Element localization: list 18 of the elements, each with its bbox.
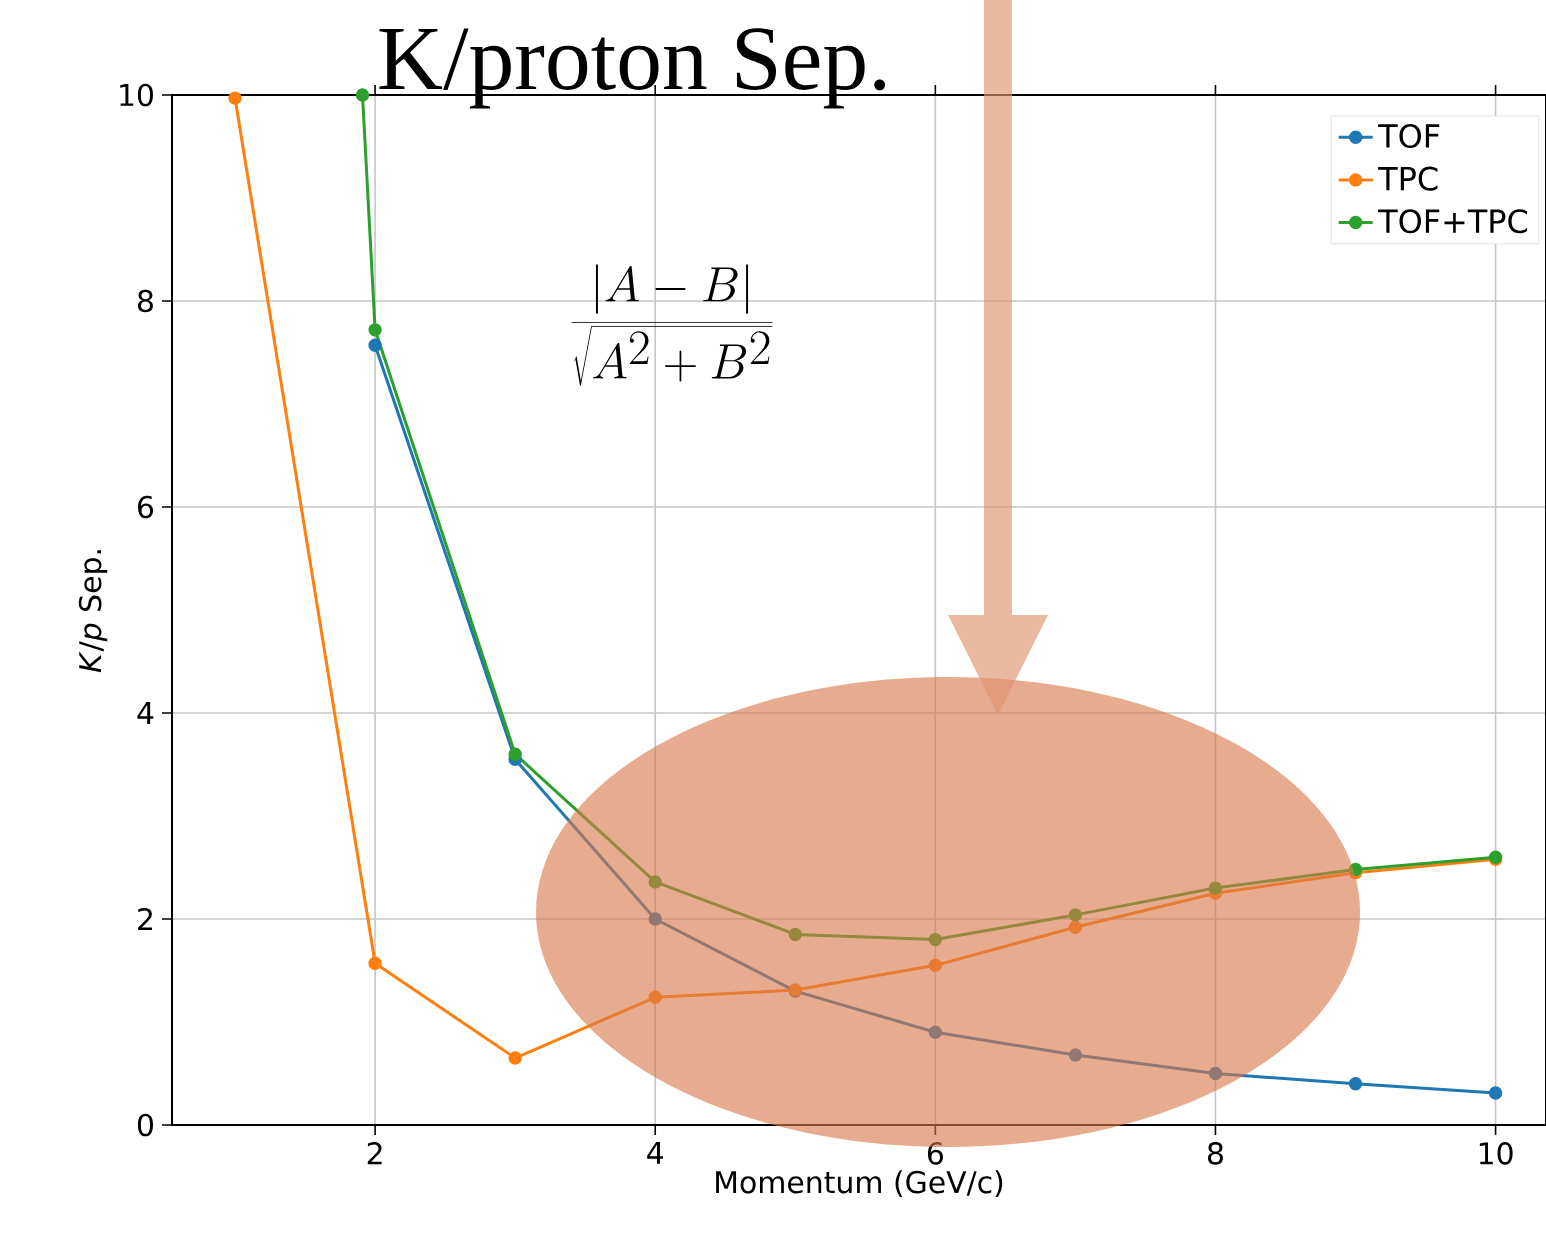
x-tick-label: 8 [1207, 1142, 1223, 1165]
y-tick-label: 8 [137, 289, 153, 313]
annotation: $\frac{|A-B|}{\sqrt{A^2+B^2}}$ [571, 264, 773, 386]
y-tick-label: 2 [138, 907, 152, 931]
legend-label: TOF [1378, 123, 1440, 149]
y-tick-label: 4 [137, 702, 154, 724]
y-tick-label: 6 [138, 495, 154, 519]
y-axis-title: K/p Sep. [78, 550, 108, 673]
y-tick-label: 10 [120, 83, 153, 107]
x-tick-label: 2 [367, 1142, 382, 1165]
legend-label: TOF+TPC [1378, 209, 1528, 234]
legend-label: TPC [1378, 166, 1438, 191]
x-tick-label: 4 [647, 1142, 664, 1164]
x-tick-label: 6 [927, 1142, 943, 1165]
chart-title: K/proton Sep. [379, 28, 886, 109]
x-tick-label: 10 [1479, 1142, 1513, 1165]
y-tick-label: 0 [137, 1113, 153, 1137]
x-axis-title: Momentum (GeV/c) [716, 1170, 1003, 1197]
